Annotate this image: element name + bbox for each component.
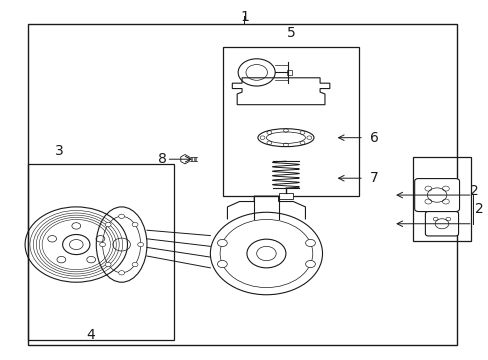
Polygon shape bbox=[232, 78, 329, 105]
Text: 8: 8 bbox=[158, 152, 166, 166]
Circle shape bbox=[86, 256, 95, 263]
Bar bbox=[278, 193, 293, 199]
Circle shape bbox=[119, 271, 124, 275]
Circle shape bbox=[48, 235, 57, 242]
Circle shape bbox=[100, 242, 105, 247]
Text: 5: 5 bbox=[286, 26, 295, 40]
FancyBboxPatch shape bbox=[425, 212, 458, 236]
Circle shape bbox=[305, 239, 315, 247]
Text: 2: 2 bbox=[474, 202, 483, 216]
Bar bbox=[222, 47, 358, 196]
Circle shape bbox=[72, 223, 81, 229]
Circle shape bbox=[217, 239, 227, 247]
Circle shape bbox=[138, 242, 143, 247]
Text: 3: 3 bbox=[55, 144, 63, 158]
Circle shape bbox=[132, 262, 138, 267]
Circle shape bbox=[57, 256, 65, 263]
Polygon shape bbox=[181, 154, 189, 164]
Circle shape bbox=[217, 260, 227, 267]
Text: 1: 1 bbox=[240, 10, 248, 24]
Bar bbox=[27, 164, 173, 339]
Text: 4: 4 bbox=[86, 328, 95, 342]
Circle shape bbox=[305, 260, 315, 267]
Circle shape bbox=[132, 222, 138, 227]
Circle shape bbox=[119, 214, 124, 219]
Circle shape bbox=[96, 235, 104, 242]
Circle shape bbox=[105, 262, 111, 267]
Text: 6: 6 bbox=[369, 131, 378, 145]
Bar bbox=[412, 157, 470, 241]
Circle shape bbox=[105, 222, 111, 227]
Text: 7: 7 bbox=[369, 171, 378, 185]
FancyBboxPatch shape bbox=[414, 179, 459, 212]
Text: 2: 2 bbox=[469, 184, 478, 198]
Bar bbox=[27, 24, 456, 345]
Bar bbox=[286, 69, 291, 75]
